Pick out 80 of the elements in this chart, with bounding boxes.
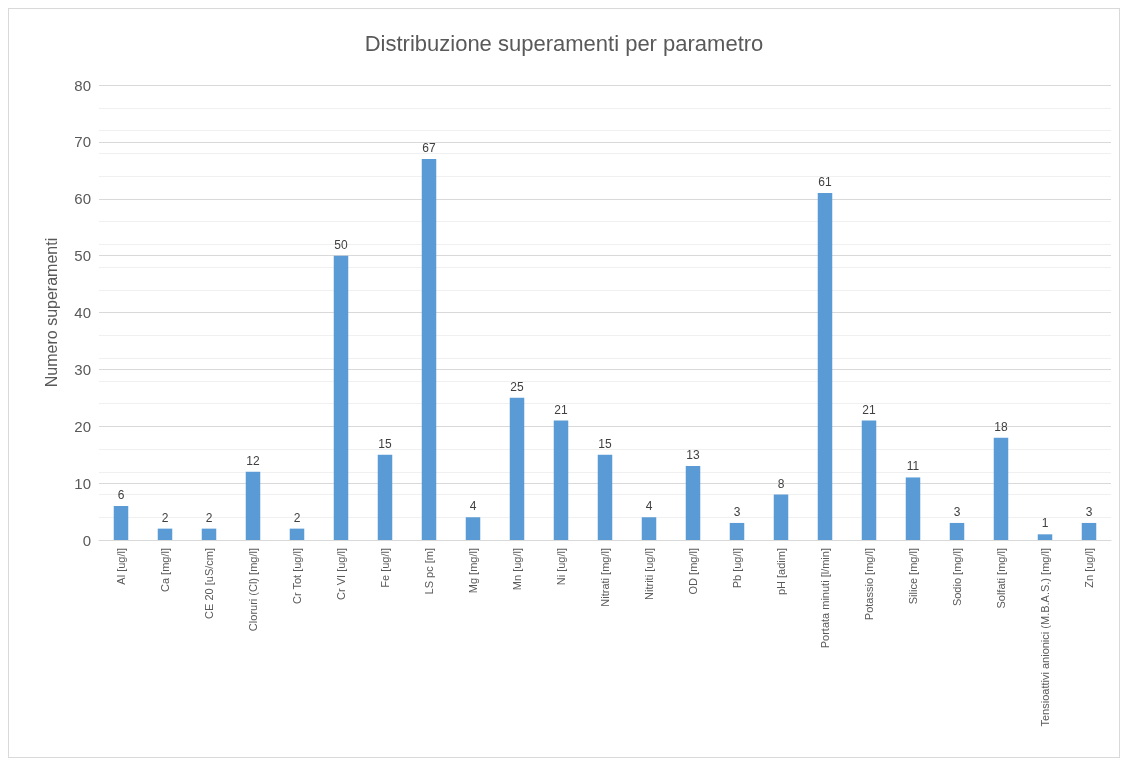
bar [465, 517, 481, 540]
x-tick-label: Potassio [mg/l] [863, 548, 875, 621]
bar [685, 466, 701, 540]
y-tick-label: 20 [74, 417, 91, 435]
bar [1037, 534, 1053, 540]
data-label: 4 [469, 499, 477, 514]
x-tick-label: CE 20 [uS/cm] [203, 548, 215, 619]
data-label: 13 [686, 448, 700, 463]
x-tick-label: LS pc [m] [423, 548, 435, 595]
bar [421, 158, 437, 540]
x-tick-label: Sodio [mg/l] [951, 548, 963, 607]
bar [333, 255, 349, 540]
x-tick-label: Cr Tot [ug/l] [291, 548, 303, 605]
x-tick-label: Mg [mg/l] [467, 548, 479, 594]
data-label: 18 [994, 419, 1008, 434]
x-tick-label: Ni [ug/l] [555, 548, 567, 586]
x-tick-label: Pb [ug/l] [731, 548, 743, 589]
bar [201, 528, 217, 540]
bar [949, 522, 965, 540]
bar [245, 471, 261, 540]
bar [157, 528, 173, 540]
bar [509, 397, 525, 540]
y-tick-label: 10 [74, 474, 91, 492]
bar [289, 528, 305, 540]
x-tick-label: Cloruri (Cl) [mg/l] [247, 548, 259, 632]
bar [113, 505, 129, 540]
data-label: 50 [334, 237, 348, 252]
data-label: 25 [510, 379, 524, 394]
bar [377, 454, 393, 540]
x-tick-label: Silice [mg/l] [907, 548, 919, 605]
data-label: 21 [554, 402, 568, 417]
bar [553, 420, 569, 540]
data-label: 15 [598, 436, 612, 451]
data-label: 4 [645, 499, 653, 514]
x-tick-label: Zn [ug/l] [1083, 548, 1095, 588]
x-tick-label: Fe [ug/l] [379, 548, 391, 588]
x-tick-label: Portata minuti [l/min] [819, 548, 831, 649]
y-tick-label: 0 [82, 531, 91, 549]
bar [773, 494, 789, 540]
bar [993, 437, 1009, 540]
x-tick-label: OD [mg/l] [687, 548, 699, 595]
bar [641, 517, 657, 540]
x-tick-label: Ca [mg/l] [159, 548, 171, 593]
data-label: 12 [246, 453, 260, 468]
data-label: 11 [906, 459, 920, 474]
x-tick-label: Mn [ug/l] [511, 548, 523, 591]
chart-title: Distribuzione superamenti per parametro [364, 30, 764, 56]
y-tick-label: 60 [74, 190, 91, 208]
bar [1081, 522, 1097, 540]
y-tick-label: 50 [74, 247, 91, 265]
y-axis-title: Numero superamenti [42, 237, 60, 388]
x-tick-label: Tensioattivi anionici (M.B.A.S.) [mg/l] [1039, 548, 1051, 727]
x-tick-label: Solfati [mg/l] [995, 548, 1007, 609]
data-label: 3 [1085, 504, 1093, 519]
x-tick-label: Nitrati [mg/l] [599, 548, 611, 607]
y-tick-label: 70 [74, 133, 91, 151]
data-label: 61 [818, 175, 832, 190]
data-label: 6 [117, 487, 125, 502]
x-tick-label: pH [adim] [775, 548, 787, 596]
bar [905, 477, 921, 540]
y-tick-label: 30 [74, 360, 91, 378]
data-label: 2 [161, 510, 169, 525]
data-label: 1 [1041, 516, 1049, 531]
bar [861, 420, 877, 540]
data-label: 67 [422, 140, 436, 155]
bar [729, 522, 745, 540]
data-label: 2 [205, 510, 213, 525]
data-label: 8 [777, 476, 785, 491]
y-tick-label: 40 [74, 304, 91, 321]
data-label: 21 [862, 402, 876, 417]
bar [597, 454, 613, 540]
data-label: 15 [378, 436, 392, 451]
x-tick-label: Cr VI [ug/l] [335, 548, 347, 600]
data-label: 2 [293, 510, 301, 525]
y-tick-label: 80 [74, 76, 91, 94]
x-tick-label: Nitriti [ug/l] [643, 548, 655, 600]
bar [817, 193, 833, 540]
x-tick-label: Al [ug/l] [115, 548, 127, 585]
data-label: 3 [733, 504, 741, 519]
data-label: 3 [953, 504, 961, 519]
